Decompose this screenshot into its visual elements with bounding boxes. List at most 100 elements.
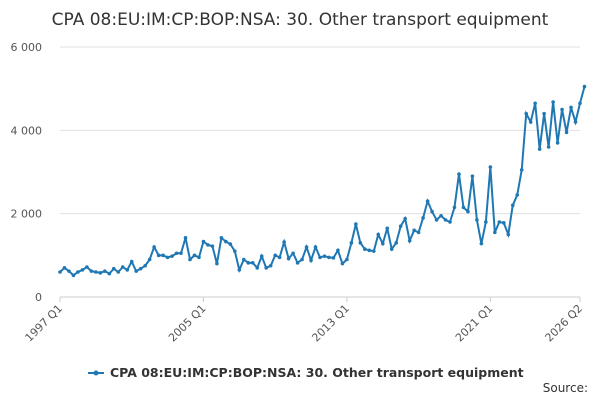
point: [407, 238, 412, 243]
point: [219, 236, 224, 240]
point: [255, 266, 260, 270]
point: [268, 263, 273, 268]
point: [143, 263, 147, 268]
point: [89, 269, 94, 273]
point: [403, 216, 407, 221]
point: [197, 255, 201, 260]
point: [533, 101, 537, 106]
point: [286, 256, 291, 261]
point: [179, 251, 183, 256]
point: [358, 241, 363, 245]
point: [224, 239, 228, 244]
point: [497, 220, 502, 224]
point: [421, 216, 425, 220]
point: [322, 254, 327, 258]
point: [363, 247, 367, 251]
point: [233, 249, 237, 253]
point: [510, 203, 515, 208]
point: [228, 242, 233, 246]
point: [201, 239, 206, 244]
point: [475, 218, 479, 222]
point: [345, 257, 349, 262]
point: [282, 240, 286, 244]
point: [398, 224, 403, 228]
point: [461, 205, 466, 210]
point: [479, 241, 484, 246]
point: [138, 266, 143, 271]
point: [448, 220, 452, 224]
point: [318, 255, 322, 260]
point: [300, 257, 304, 262]
y-tick-label: 2 000: [11, 208, 43, 221]
point: [259, 254, 264, 258]
point: [170, 254, 174, 258]
x-tick-label: 2005 Q1: [166, 302, 209, 345]
point: [331, 256, 336, 260]
point: [161, 253, 165, 258]
point: [237, 268, 242, 272]
point: [183, 236, 188, 240]
point: [493, 230, 497, 235]
legend-label: CPA 08:EU:IM:CP:BOP:NSA: 30. Other trans…: [110, 365, 524, 380]
point: [250, 261, 255, 265]
point: [156, 253, 161, 258]
point: [555, 141, 560, 145]
point: [371, 249, 376, 253]
point: [273, 253, 277, 258]
point: [129, 259, 134, 264]
point: [206, 243, 210, 247]
point: [434, 218, 439, 222]
point: [295, 261, 300, 265]
point: [291, 251, 295, 256]
point: [546, 145, 551, 149]
point: [582, 84, 587, 89]
source: Source:: [543, 381, 588, 395]
point: [58, 270, 62, 274]
point: [416, 230, 421, 235]
point: [425, 199, 430, 203]
point: [385, 226, 390, 231]
point: [380, 241, 385, 246]
line: [59, 86, 586, 277]
point: [367, 248, 372, 253]
point: [506, 232, 511, 237]
point: [354, 222, 358, 226]
point: [457, 172, 461, 176]
point: [71, 273, 76, 278]
point: [309, 258, 313, 263]
point: [488, 165, 493, 169]
point: [210, 244, 215, 248]
point: [515, 193, 520, 197]
point: [80, 268, 85, 272]
point: [215, 261, 219, 266]
point: [340, 261, 345, 266]
point: [564, 130, 569, 135]
point: [484, 220, 488, 224]
point: [277, 255, 282, 260]
point: [192, 253, 197, 258]
point: [466, 209, 470, 214]
point: [578, 101, 582, 106]
point: [470, 174, 475, 178]
point: [519, 168, 524, 172]
point: [537, 147, 542, 151]
y-tick-label: 4 000: [11, 124, 43, 137]
point: [134, 269, 139, 273]
point: [98, 271, 103, 275]
point: [85, 265, 89, 269]
point: [313, 245, 318, 249]
point: [452, 205, 457, 210]
x-tick-label: 2013 Q1: [309, 302, 352, 345]
point: [94, 270, 98, 274]
point: [76, 270, 80, 274]
point: [376, 232, 381, 237]
point: [336, 248, 340, 253]
point: [264, 266, 269, 270]
point: [443, 218, 448, 222]
point: [349, 241, 354, 245]
point: [569, 105, 573, 110]
x-tick-label: 1997 Q1: [23, 302, 66, 345]
chart-title: CPA 08:EU:IM:CP:BOP:NSA: 30. Other trans…: [52, 10, 549, 30]
x-tick-label: 2021 Q1: [453, 302, 496, 345]
